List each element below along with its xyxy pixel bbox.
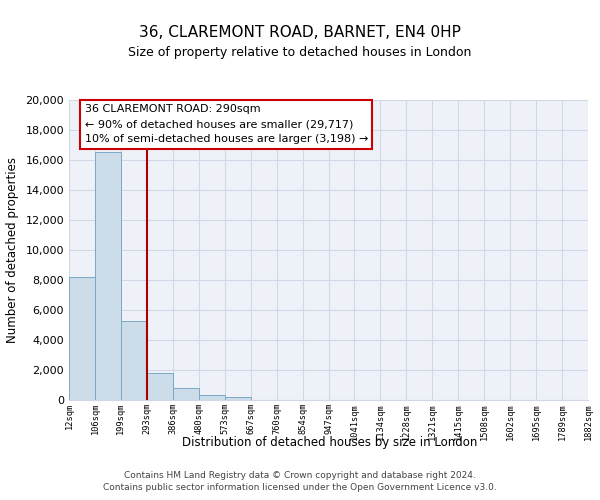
- Text: Distribution of detached houses by size in London: Distribution of detached houses by size …: [182, 436, 478, 449]
- Y-axis label: Number of detached properties: Number of detached properties: [5, 157, 19, 343]
- Text: Contains public sector information licensed under the Open Government Licence v3: Contains public sector information licen…: [103, 483, 497, 492]
- Bar: [199, 395, 224, 400]
- Bar: [147, 373, 173, 400]
- Bar: [69, 277, 95, 400]
- Text: 36 CLAREMONT ROAD: 290sqm
← 90% of detached houses are smaller (29,717)
10% of s: 36 CLAREMONT ROAD: 290sqm ← 90% of detac…: [85, 104, 368, 144]
- Text: Contains HM Land Registry data © Crown copyright and database right 2024.: Contains HM Land Registry data © Crown c…: [124, 472, 476, 480]
- Bar: [121, 320, 147, 400]
- Bar: [225, 397, 251, 400]
- Bar: [173, 388, 199, 400]
- Text: 36, CLAREMONT ROAD, BARNET, EN4 0HP: 36, CLAREMONT ROAD, BARNET, EN4 0HP: [139, 25, 461, 40]
- Text: Size of property relative to detached houses in London: Size of property relative to detached ho…: [128, 46, 472, 59]
- Bar: [95, 152, 121, 400]
